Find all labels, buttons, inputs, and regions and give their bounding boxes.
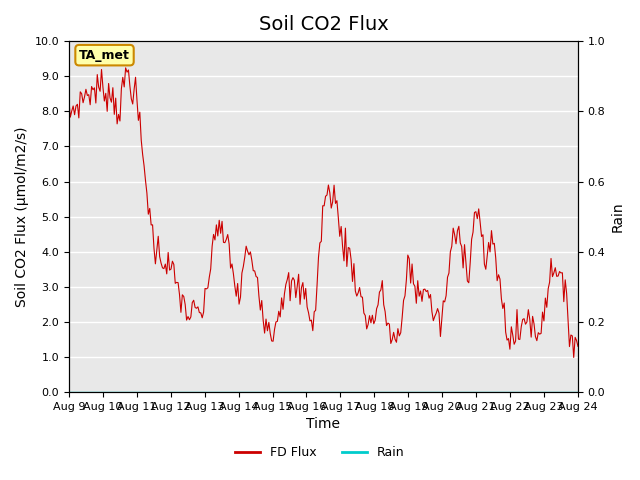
Rain bbox=[127, 389, 135, 395]
Y-axis label: Soil CO2 Flux (μmol/m2/s): Soil CO2 Flux (μmol/m2/s) bbox=[15, 126, 29, 307]
FD Flux bbox=[65, 97, 73, 103]
Rain bbox=[234, 389, 241, 395]
FD Flux bbox=[129, 101, 136, 107]
FD Flux bbox=[570, 355, 577, 360]
FD Flux bbox=[289, 275, 297, 280]
Rain bbox=[546, 389, 554, 395]
Title: Soil CO2 Flux: Soil CO2 Flux bbox=[259, 15, 388, 34]
Rain bbox=[243, 389, 250, 395]
Rain bbox=[288, 389, 296, 395]
Rain bbox=[65, 389, 73, 395]
Rain bbox=[574, 389, 582, 395]
FD Flux bbox=[122, 65, 129, 71]
FD Flux bbox=[236, 301, 243, 307]
FD Flux bbox=[244, 248, 252, 254]
Y-axis label: Rain: Rain bbox=[611, 201, 625, 232]
FD Flux bbox=[574, 344, 582, 349]
Rain bbox=[217, 389, 225, 395]
Legend: FD Flux, Rain: FD Flux, Rain bbox=[230, 441, 410, 464]
FD Flux bbox=[547, 255, 555, 261]
X-axis label: Time: Time bbox=[307, 418, 340, 432]
FD Flux bbox=[218, 218, 226, 224]
Text: TA_met: TA_met bbox=[79, 48, 130, 61]
Line: FD Flux: FD Flux bbox=[69, 68, 578, 358]
